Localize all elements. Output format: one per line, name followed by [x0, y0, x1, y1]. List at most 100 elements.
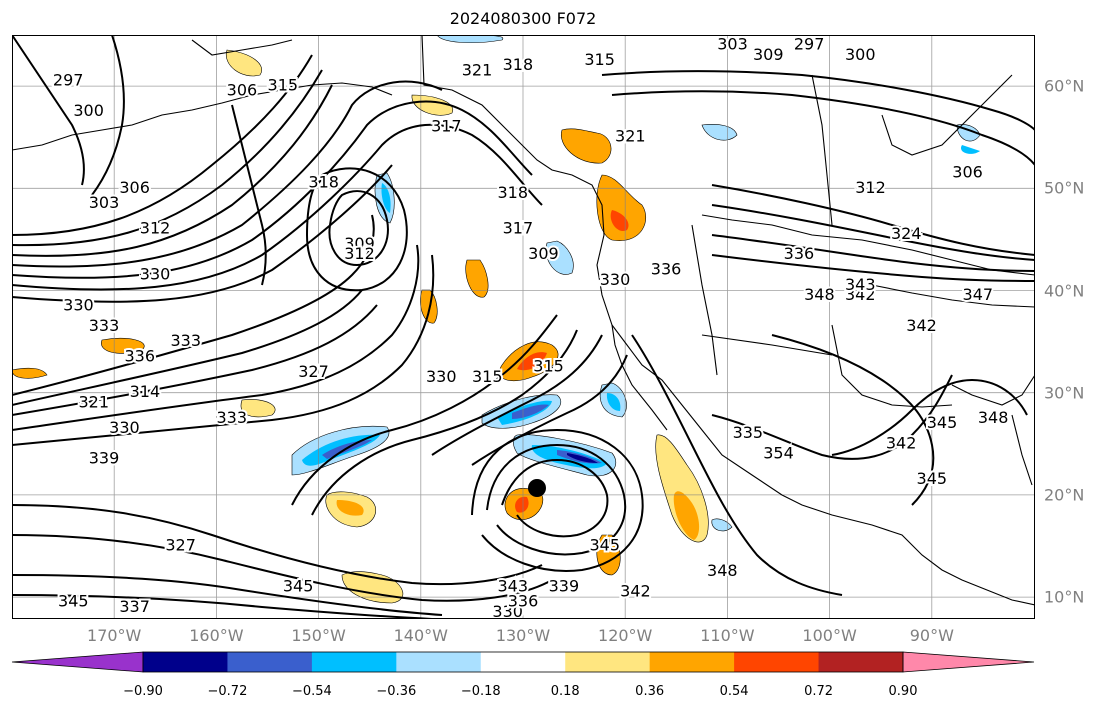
longitude-label: 160°W [189, 626, 244, 645]
colorbar-tick-label: −0.54 [291, 684, 332, 699]
contour-label: 333 [170, 331, 201, 350]
contour-label: 327 [165, 536, 196, 555]
longitude-label: 100°W [802, 626, 857, 645]
contour-label: 348 [804, 285, 835, 304]
colorbar-tick-label: −0.90 [123, 684, 163, 699]
longitude-label: 130°W [495, 626, 551, 645]
contour-label: 342 [906, 316, 937, 335]
contour-label: 318 [503, 55, 534, 74]
contour-label: 315 [533, 357, 564, 376]
colorbar-tick-label: −0.36 [376, 684, 417, 699]
colorbar-segment [227, 652, 313, 672]
longitude-label: 170°W [87, 626, 142, 645]
figure-title: 2024080300 F072 [449, 9, 597, 28]
contour-label: 312 [344, 244, 375, 263]
contour-label: 321 [615, 127, 646, 146]
contour-label: 309 [753, 45, 784, 64]
contour-label: 297 [794, 35, 825, 54]
contour-label: 345 [589, 536, 620, 555]
contour-label: 345 [283, 576, 314, 595]
contour-label: 354 [763, 444, 794, 463]
contour-label: 306 [119, 178, 150, 197]
contour-label: 330 [492, 602, 523, 619]
contour-label: 317 [431, 116, 462, 135]
contour-label: 315 [268, 76, 299, 95]
longitude-label: 110°W [700, 626, 755, 645]
contour-label: 339 [549, 576, 580, 595]
latitude-label: 10°N [1044, 587, 1085, 607]
colorbar-extend-high [902, 651, 1035, 673]
contour-label: 342 [886, 433, 917, 452]
contour-label: 335 [733, 423, 764, 442]
colorbar-segment [311, 652, 397, 672]
contour-label: 330 [109, 418, 140, 437]
contour-label: 342 [845, 285, 876, 304]
contour-label: 345 [58, 592, 89, 611]
storm-center-marker [528, 479, 546, 497]
colorbar-segment [734, 652, 820, 672]
contour-label: 317 [503, 219, 534, 238]
latitude-label: 30°N [1044, 383, 1085, 403]
latitude-label: 60°N [1044, 76, 1085, 96]
contour-label: 347 [963, 285, 994, 304]
colorbar-tick-label: −0.72 [207, 684, 248, 699]
contour-label: 333 [89, 316, 120, 335]
colorbar-tick-label: 0.54 [719, 684, 749, 699]
contour-label: 330 [63, 295, 94, 314]
contour-label: 336 [124, 346, 155, 365]
colorbar-segment [818, 652, 904, 672]
contour-label: 345 [917, 469, 948, 488]
contour-label: 337 [119, 597, 150, 616]
contour-label: 312 [140, 219, 171, 238]
colorbar-segment [143, 652, 228, 672]
colorbar-tick-label: −0.18 [460, 684, 501, 699]
latitude-label: 40°N [1044, 281, 1085, 300]
contour-label: 339 [89, 449, 120, 468]
contour-label: 348 [707, 561, 738, 580]
contour-label: 321 [78, 392, 109, 411]
colorbar [11, 651, 1035, 673]
contour-label: 336 [508, 592, 539, 611]
latitude-label: 20°N [1044, 485, 1085, 505]
contour-label: 314 [130, 382, 161, 401]
contour-label: 324 [891, 224, 922, 243]
colorbar-extend-low [11, 651, 144, 673]
contour-label: 336 [651, 260, 682, 279]
contour-label: 342 [620, 581, 651, 600]
lat-lon-grid [12, 35, 1035, 619]
contour-label: 330 [140, 265, 171, 284]
colorbar-tick-label: 0.18 [550, 684, 580, 699]
contour-label: 345 [927, 413, 958, 432]
contour-label: 309 [528, 244, 559, 263]
colorbar-tick-label: 0.72 [804, 684, 834, 699]
contour-label: 336 [784, 244, 815, 263]
contour-label: 315 [472, 367, 503, 386]
colorbar-segment [480, 652, 566, 672]
colorbar-segment [565, 652, 651, 672]
contour-label: 303 [717, 35, 748, 54]
contour-label: 318 [498, 183, 529, 202]
contour-label: 333 [216, 408, 247, 427]
contour-label: 348 [978, 408, 1009, 427]
coastlines [12, 35, 1035, 606]
colorbar-segment [396, 652, 482, 672]
colorbar-outline [142, 651, 904, 673]
colorbar-tick-label: 0.36 [635, 684, 665, 699]
contour-label: 303 [89, 193, 120, 212]
contour-label: 327 [298, 362, 329, 381]
contour-label: 306 [227, 81, 258, 100]
contour-label: 306 [952, 162, 983, 181]
contour-label: 297 [53, 70, 84, 89]
contour-label: 300 [73, 101, 104, 120]
contour-label: 309 [344, 234, 375, 253]
longitude-label: 90°W [909, 626, 954, 645]
colorbar-tick-label: 0.90 [888, 684, 918, 699]
contour-label: 318 [308, 173, 339, 192]
latitude-label: 50°N [1044, 178, 1085, 198]
longitude-label: 150°W [291, 626, 346, 645]
contour-label: 343 [498, 576, 529, 595]
longitude-label: 140°W [393, 626, 448, 645]
contour-label: 315 [584, 50, 615, 69]
